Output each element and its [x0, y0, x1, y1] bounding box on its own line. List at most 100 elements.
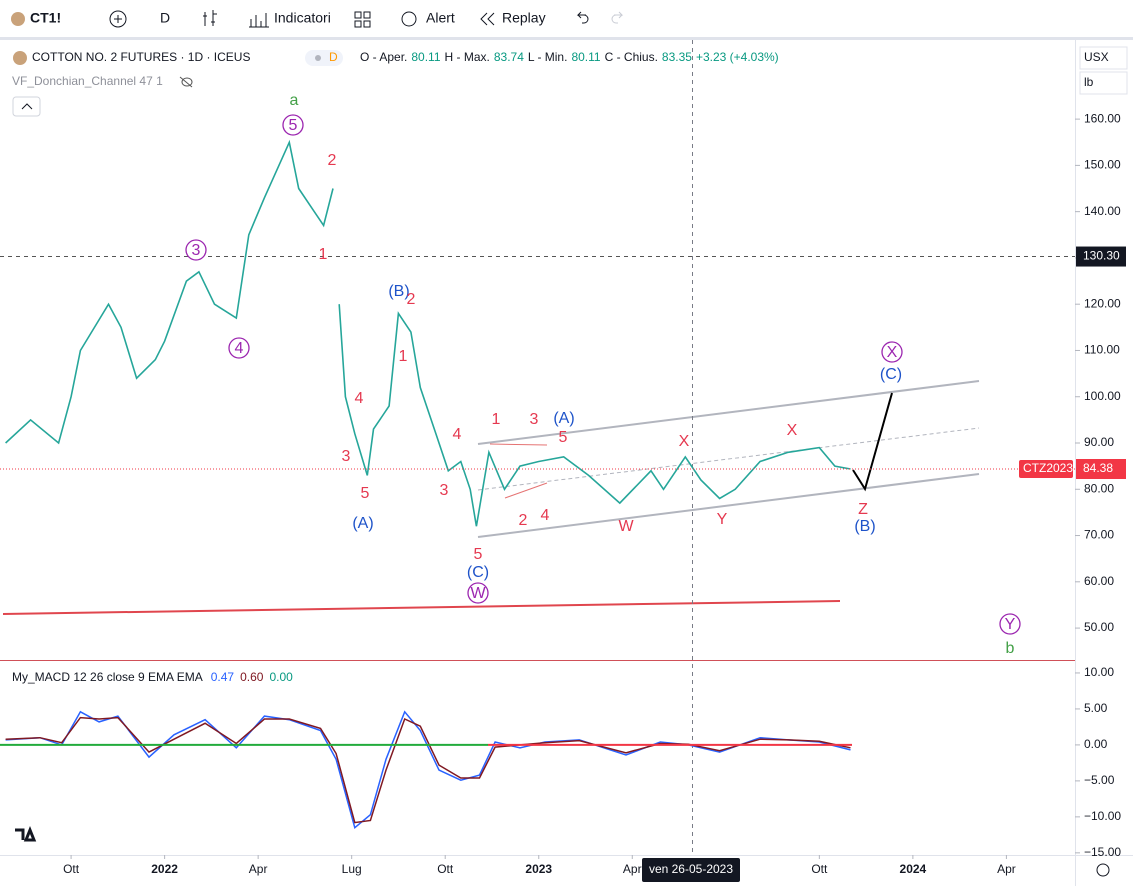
x-tick-label: Lug — [342, 862, 362, 876]
wave-label: 3 — [530, 411, 539, 428]
wave-label: 4 — [453, 426, 462, 443]
logo — [15, 825, 37, 842]
wave-label: 1 — [399, 348, 408, 365]
series-line — [5, 139, 851, 527]
y-tick-label: 60.00 — [1084, 574, 1114, 588]
wave-circle — [467, 582, 489, 604]
wave-label: (C) — [467, 564, 489, 581]
add-icon[interactable] — [109, 10, 127, 28]
interval[interactable]: D — [160, 10, 170, 26]
layout-icon[interactable] — [354, 11, 371, 28]
x-tick-label: Apr — [249, 862, 268, 876]
legend-badge: D — [329, 50, 338, 64]
x-tick-label: 2022 — [151, 862, 178, 876]
wave-label: X — [787, 422, 798, 439]
wave-label: Z — [858, 501, 868, 518]
y-tick-label: −10.00 — [1084, 809, 1121, 823]
wave-circle — [185, 239, 207, 261]
bars-icon[interactable] — [203, 10, 217, 26]
x-tick-label: Apr — [997, 862, 1016, 876]
wave-label: Y — [1005, 616, 1016, 633]
alert-icon — [401, 11, 417, 27]
unit[interactable]: lb — [1084, 75, 1094, 89]
wave-label: 3 — [342, 448, 351, 465]
ohlc-high-label: H - Max. — [445, 50, 490, 64]
settings-icon[interactable] — [1096, 863, 1110, 877]
series-line — [5, 716, 851, 824]
x-tick-label: Apr — [623, 862, 642, 876]
undo[interactable] — [576, 11, 589, 24]
wave-label: 5 — [474, 546, 483, 563]
y-tick-label: 100.00 — [1084, 389, 1121, 403]
symbol[interactable]: CT1! — [30, 10, 61, 26]
last-price-label: 84.38 — [1083, 461, 1113, 475]
y-tick-label: 70.00 — [1084, 528, 1114, 542]
wave-label: 4 — [541, 507, 550, 524]
wave-label: 5 — [289, 117, 298, 134]
legend-title: COTTON NO. 2 FUTURES · 1D · ICEUS — [32, 50, 250, 64]
x-tick-label: Ott — [63, 862, 80, 876]
currency-box[interactable] — [1079, 46, 1128, 70]
legend-icon — [13, 51, 27, 65]
y-tick-label: −15.00 — [1084, 845, 1121, 859]
wave-label: 4 — [355, 390, 364, 407]
hide-icon[interactable] — [179, 76, 193, 88]
macd-value: 0.00 — [269, 670, 293, 684]
last-price-tag — [1076, 459, 1126, 480]
y-tick-label: 110.00 — [1084, 343, 1120, 357]
currency[interactable]: USX — [1084, 50, 1109, 64]
wave-circle — [999, 613, 1021, 635]
ohlc-open: 80.11 — [411, 50, 440, 64]
indicator-name: VF_Donchian_Channel 47 1 — [12, 74, 163, 88]
unit-box[interactable] — [1079, 71, 1128, 95]
badge-dot — [315, 55, 321, 61]
drawings — [2, 40, 980, 855]
wave-label: 4 — [235, 340, 244, 357]
y-tick-label: 150.00 — [1084, 158, 1121, 172]
x-tick-label: Ott — [437, 862, 454, 876]
y-tick-label: 0.00 — [1084, 737, 1108, 751]
ohlc-open-label: O - Aper. — [360, 50, 407, 64]
collapse-button[interactable] — [12, 96, 41, 117]
support-line — [2, 600, 841, 615]
wave-label: 5 — [361, 485, 370, 502]
redo[interactable] — [611, 11, 624, 24]
wave-label: 1 — [319, 246, 328, 263]
indicators-icon — [249, 13, 269, 28]
x-tick-label: 2023 — [525, 862, 552, 876]
macd-title: My_MACD 12 26 close 9 EMA EMA — [12, 670, 203, 684]
channel-top — [477, 380, 980, 445]
ohlc: O - Aper. 80.11 H - Max. 83.74 L - Min. 80.11… — [360, 50, 779, 64]
macd-value: 0.60 — [240, 670, 264, 684]
wave-label: X — [679, 433, 690, 450]
crosshair-label: ven 26-05-2023 — [649, 862, 733, 876]
collapse-arrow — [21, 103, 33, 110]
wave-circle — [282, 114, 304, 136]
reference-label: 130.30 — [1083, 249, 1120, 263]
badge-bg — [305, 50, 343, 66]
add-plus — [114, 15, 122, 23]
wave-label: 2 — [519, 512, 528, 529]
ohlc-low-label: L - Min. — [528, 50, 568, 64]
y-tick-label: 160.00 — [1084, 111, 1121, 125]
y-tick-label: −5.00 — [1084, 773, 1115, 787]
wave-label: W — [470, 585, 486, 602]
wave-label: (B) — [854, 518, 875, 535]
y-tick-label: 10.00 — [1084, 665, 1114, 679]
toolbar — [0, 0, 1133, 38]
symbol-icon — [11, 12, 25, 26]
wave-label: 2 — [328, 152, 337, 169]
alert[interactable]: Alert — [426, 10, 455, 26]
ohlc-low: 80.11 — [571, 50, 600, 64]
wave-label: (A) — [352, 515, 373, 532]
x-tick-label: Ott — [811, 862, 828, 876]
channel-mid — [477, 427, 980, 491]
replay[interactable]: Replay — [502, 10, 546, 26]
ohlc-close: 83.35 — [662, 50, 692, 64]
series-line — [5, 710, 851, 830]
y-tick-label: 50.00 — [1084, 620, 1114, 634]
wave-label: 3 — [440, 482, 449, 499]
wave-label: W — [618, 518, 634, 535]
indicators[interactable]: Indicatori — [274, 10, 331, 26]
